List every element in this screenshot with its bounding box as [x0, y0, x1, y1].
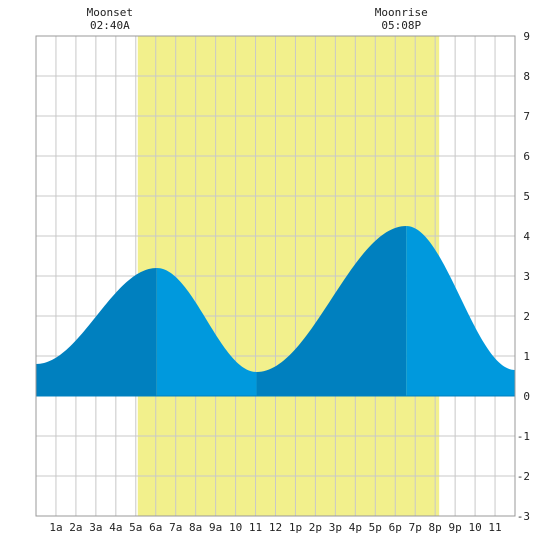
- moon-event-name: Moonset: [87, 6, 133, 19]
- x-tick-label: 1a: [49, 521, 62, 534]
- moon-event-time: 05:08P: [381, 19, 421, 32]
- plot-frame: [35, 35, 516, 517]
- y-tick-label: 6: [523, 150, 530, 163]
- x-tick-label: 7a: [169, 521, 182, 534]
- y-tick-label: 0: [523, 390, 530, 403]
- x-tick-label: 10: [229, 521, 242, 534]
- x-tick-label: 8a: [189, 521, 202, 534]
- x-tick-label: 2p: [309, 521, 322, 534]
- falling-tide-segment: [406, 226, 515, 396]
- y-tick-label: 1: [523, 350, 530, 363]
- falling-tide-segment: [156, 268, 257, 396]
- x-tick-label: 3a: [89, 521, 102, 534]
- y-tick-labels: -3 -2 -1 0 1 2 3 4 5 6 7 8 9: [517, 30, 531, 523]
- x-tick-label: 5a: [129, 521, 142, 534]
- y-tick-label: 3: [523, 270, 530, 283]
- x-tick-label: 9a: [209, 521, 222, 534]
- x-tick-label: 6a: [149, 521, 162, 534]
- rising-tide-segment: [36, 268, 157, 396]
- moon-event-name: Moonrise: [375, 6, 428, 19]
- x-tick-label: 12: [269, 521, 282, 534]
- y-tick-label: 8: [523, 70, 530, 83]
- x-tick-label: 5p: [369, 521, 382, 534]
- rising-tide-segment: [256, 226, 407, 396]
- x-tick-label: 3p: [329, 521, 342, 534]
- tide-area: [36, 226, 515, 396]
- y-tick-label: -3: [517, 510, 530, 523]
- y-tick-label: -2: [517, 470, 530, 483]
- x-tick-label: 10: [468, 521, 481, 534]
- x-tick-label: 4a: [109, 521, 122, 534]
- y-tick-label: 2: [523, 310, 530, 323]
- y-tick-label: 7: [523, 110, 530, 123]
- x-tick-label: 11: [488, 521, 501, 534]
- x-tick-label: 4p: [349, 521, 362, 534]
- x-tick-label: 8p: [429, 521, 442, 534]
- y-tick-label: 9: [523, 30, 530, 43]
- y-tick-label: 5: [523, 190, 530, 203]
- x-tick-label: 6p: [389, 521, 402, 534]
- moon-event-time: 02:40A: [90, 19, 130, 32]
- x-tick-label: 9p: [449, 521, 462, 534]
- y-tick-label: -1: [517, 430, 530, 443]
- y-tick-label: 4: [523, 230, 530, 243]
- x-tick-label: 2a: [69, 521, 82, 534]
- x-tick-label: 7p: [409, 521, 422, 534]
- x-tick-label: 1p: [289, 521, 302, 534]
- x-tick-labels: 1a 2a 3a 4a 5a 6a 7a 8a 9a 10 11 12 1p 2p 3p 4p 5p 6p 7p 8p…: [49, 521, 501, 534]
- x-tick-label: 11: [249, 521, 262, 534]
